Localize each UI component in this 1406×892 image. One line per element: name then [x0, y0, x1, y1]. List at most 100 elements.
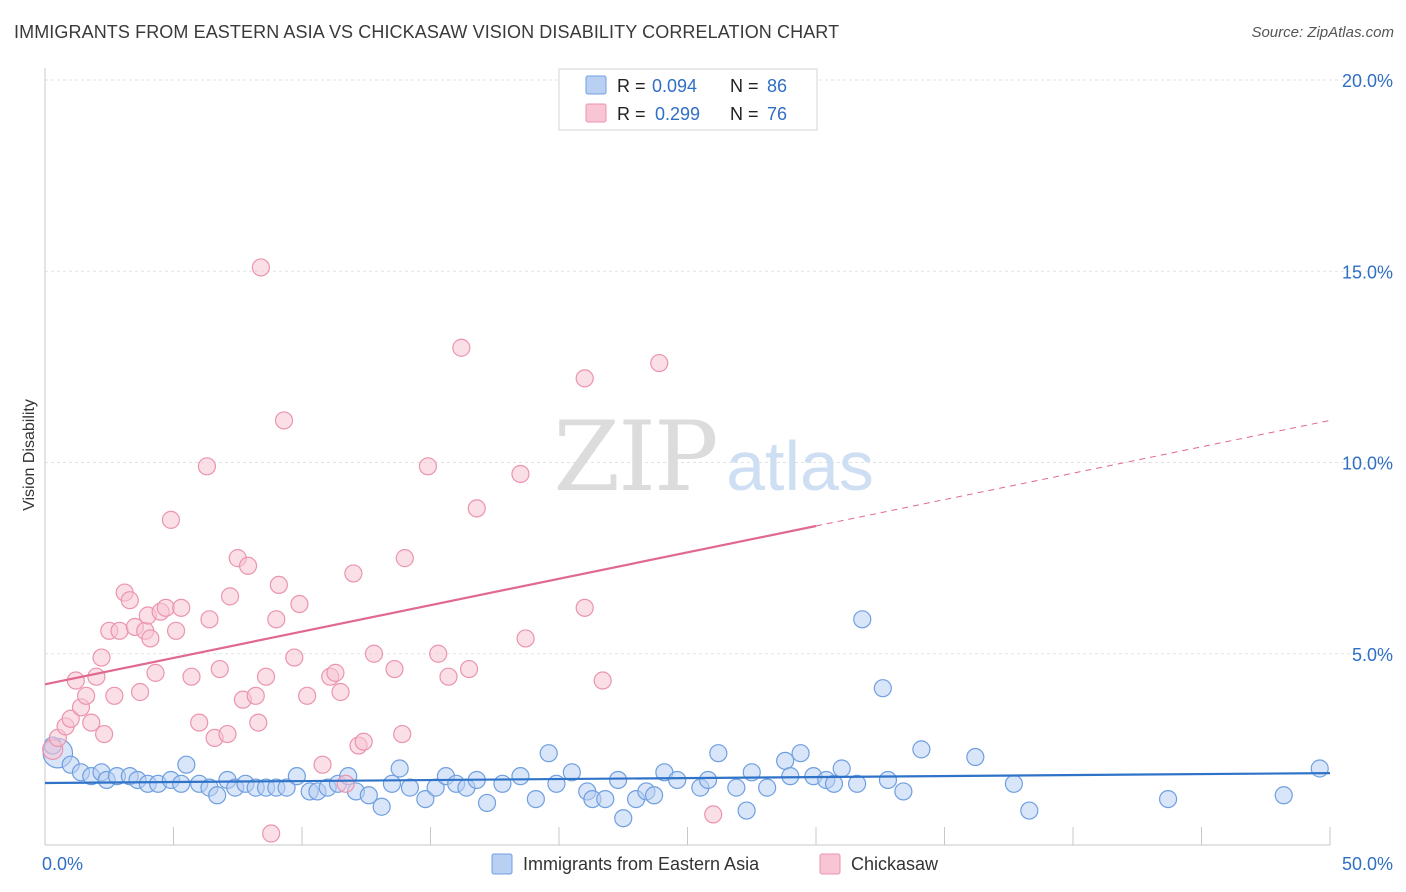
chart-title: IMMIGRANTS FROM EASTERN ASIA VS CHICKASA…: [14, 22, 840, 42]
legend-r-value-1: 0.094: [652, 76, 697, 96]
point-eastern-asia: [493, 774, 512, 793]
point-eastern-asia: [878, 770, 898, 790]
point-eastern-asia: [382, 774, 402, 793]
point-chickasaw: [166, 621, 186, 640]
point-eastern-asia: [1310, 759, 1329, 778]
point-chickasaw: [385, 659, 404, 679]
legend-bottom-label-pink: Chickasaw: [851, 854, 939, 874]
point-chickasaw: [575, 598, 594, 617]
point-eastern-asia: [562, 763, 581, 782]
point-eastern-asia: [1274, 786, 1293, 805]
point-chickasaw: [141, 629, 160, 648]
watermark-atlas: atlas: [726, 427, 874, 505]
point-eastern-asia: [511, 767, 530, 786]
point-chickasaw: [418, 457, 438, 476]
point-eastern-asia: [791, 744, 810, 763]
point-chickasaw: [87, 667, 106, 686]
point-chickasaw: [92, 648, 111, 667]
point-eastern-asia: [400, 778, 420, 797]
point-eastern-asia: [372, 797, 391, 816]
legend-swatch-pink: [585, 103, 607, 123]
point-chickasaw: [249, 713, 268, 732]
x-tick-label-min: 0.0%: [42, 854, 83, 874]
y-tick-label: 20.0%: [1342, 71, 1393, 91]
point-chickasaw: [200, 610, 219, 629]
point-eastern-asia: [824, 774, 844, 793]
trend-line-eastern-asia: [44, 771, 1331, 785]
point-eastern-asia: [547, 774, 566, 793]
point-chickasaw: [285, 648, 304, 667]
tick-labels: 5.0% 10.0% 15.0% 20.0% 0.0% 50.0%: [42, 71, 1393, 874]
point-eastern-asia: [609, 770, 628, 790]
point-chickasaw: [161, 510, 181, 529]
point-eastern-asia: [727, 778, 746, 797]
legend-n-value-2: 76: [767, 104, 787, 124]
point-eastern-asia: [737, 801, 756, 820]
point-chickasaw: [105, 686, 124, 705]
legend-n-label-1: N =: [730, 76, 759, 96]
point-chickasaw: [130, 682, 150, 702]
point-chickasaw: [246, 686, 265, 705]
legend-r-label-2: R =: [617, 104, 646, 124]
point-chickasaw: [429, 644, 448, 663]
point-chickasaw: [82, 713, 101, 732]
point-eastern-asia: [614, 809, 633, 828]
point-chickasaw: [262, 824, 281, 843]
point-eastern-asia: [758, 778, 777, 797]
point-chickasaw: [120, 591, 139, 610]
point-chickasaw: [459, 659, 479, 679]
point-eastern-asia: [1004, 774, 1023, 793]
point-eastern-asia: [172, 774, 191, 793]
point-chickasaw: [77, 686, 96, 705]
trend-line-chickasaw-dashed: [815, 419, 1331, 527]
point-chickasaw: [354, 732, 373, 751]
point-eastern-asia: [596, 789, 615, 809]
point-eastern-asia: [1020, 801, 1039, 820]
point-chickasaw: [146, 663, 165, 682]
point-eastern-asia: [853, 610, 872, 629]
point-chickasaw: [704, 805, 723, 824]
point-eastern-asia: [894, 782, 913, 801]
y-axis-label: Vision Disability: [21, 399, 38, 511]
watermark: ZIP atlas: [553, 401, 874, 513]
point-eastern-asia: [390, 759, 409, 778]
point-chickasaw: [393, 724, 412, 744]
watermark-zip: ZIP: [553, 401, 716, 513]
point-chickasaw: [172, 598, 191, 617]
point-chickasaw: [439, 667, 458, 686]
point-chickasaw: [331, 682, 350, 702]
point-eastern-asia: [539, 744, 558, 763]
point-chickasaw: [452, 338, 471, 357]
point-chickasaw: [344, 564, 363, 583]
point-eastern-asia: [776, 751, 795, 770]
point-eastern-asia: [709, 744, 728, 763]
y-tick-label: 5.0%: [1352, 645, 1393, 665]
axes: [44, 68, 1331, 846]
point-chickasaw: [290, 594, 309, 614]
trend-lines: [44, 419, 1331, 785]
legend-r-value-2: 0.299: [655, 104, 700, 124]
point-chickasaw: [274, 411, 294, 430]
legend-swatch-blue: [585, 75, 607, 95]
point-eastern-asia: [873, 679, 892, 698]
point-eastern-asia: [208, 786, 227, 805]
point-chickasaw: [95, 724, 114, 744]
point-chickasaw: [267, 610, 286, 629]
legend-bottom-swatch-pink: [819, 853, 841, 875]
point-chickasaw: [210, 659, 229, 679]
legend-bottom: Immigrants from Eastern Asia Chickasaw: [491, 853, 939, 875]
data-points: [42, 258, 1329, 843]
point-chickasaw: [66, 671, 85, 690]
y-tick-label: 15.0%: [1342, 262, 1393, 282]
trend-line-chickasaw: [44, 524, 817, 686]
point-chickasaw: [364, 644, 384, 663]
point-chickasaw: [197, 457, 217, 476]
point-chickasaw: [218, 724, 237, 744]
legend-bottom-label-blue: Immigrants from Eastern Asia: [523, 854, 760, 874]
legend-n-label-2: N =: [730, 104, 759, 124]
point-eastern-asia: [912, 740, 931, 759]
point-eastern-asia: [848, 774, 867, 793]
point-chickasaw: [220, 587, 240, 606]
point-eastern-asia: [966, 747, 985, 767]
point-chickasaw: [298, 686, 317, 705]
